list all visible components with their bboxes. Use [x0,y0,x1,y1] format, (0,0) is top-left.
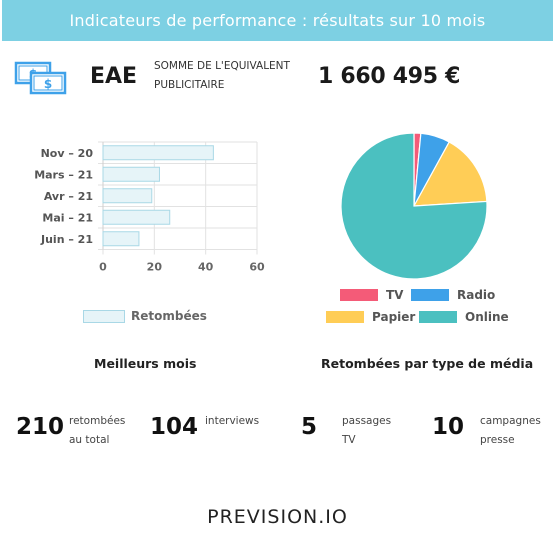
stat-press-value: 10 [432,414,465,440]
bar-legend-swatch [83,309,125,323]
eae-description-line1: SOMME DE L'EQUIVALENT [154,60,290,72]
eae-description-line2: PUBLICITAIRE [154,79,225,91]
bar-x-tick-label: 20 [147,261,163,274]
page-title: Indicateurs de performance : résultats s… [69,11,486,30]
bar-x-tick-label: 40 [198,261,214,274]
pie-legend-radio[interactable]: Radio [411,288,495,302]
page-header: Indicateurs de performance : résultats s… [2,0,553,41]
bar-category-label: Juin – 21 [40,233,93,246]
bar-category-label: Avr – 21 [44,190,93,203]
eae-description: SOMME DE L'EQUIVALENT PUBLICITAIRE [154,57,304,95]
money-icon: $ $ [14,61,67,95]
pie-slice-online[interactable] [340,132,488,280]
stat-tv-value: 5 [301,414,318,440]
stat-interviews-value: 104 [150,414,199,440]
stat-total-label: retombées au total [69,412,125,450]
stat-tv-line2: TV [342,434,356,446]
media-pie-chart [340,132,488,280]
bar-mark[interactable] [102,209,171,225]
bar-x-tick-label: 60 [249,261,265,274]
logo-main: PREVISION [207,506,319,528]
stat-interviews-line1: interviews [205,415,260,427]
pie-legend-swatch-radio [411,289,449,301]
stat-press-line2: presse [480,434,515,446]
best-months-bar-chart: 0 20 40 60 Nov – 20 Mars – 21 Avr – 21 Mai – 21… [34,141,265,274]
bar-category-label: Nov – 20 [41,147,94,160]
pie-legend-swatch-papier [326,311,364,323]
bar-mark[interactable] [102,231,140,247]
pie-legend-online[interactable]: Online [419,310,509,324]
prevision-logo: PREVISION.IO [0,506,555,528]
stat-press-line1: campagnes [480,415,541,427]
stat-total-value: 210 [16,414,65,440]
pie-slice-papier[interactable] [412,141,488,207]
bar-x-tick-label: 0 [99,261,107,274]
pie-legend-tv[interactable]: TV [340,288,403,302]
pie-legend-swatch-tv [340,289,378,301]
stat-total-line1: retombées [69,415,126,427]
eae-value: 1 660 495 € [318,64,461,89]
pie-legend-papier[interactable]: Papier [326,310,415,324]
pie-legend-label-online: Online [465,310,509,324]
stat-tv-label: passages TV [342,412,391,450]
stat-interviews-label: interviews [205,412,259,431]
bar-category-label: Mai – 21 [42,211,93,224]
bar-legend[interactable]: Retombées [83,309,207,323]
pie-legend-swatch-online [419,311,457,323]
bar-mark[interactable] [102,188,153,204]
pie-legend-label-papier: Papier [372,310,416,324]
bar-mark[interactable] [102,166,160,182]
svg-text:$: $ [44,77,52,91]
stat-tv-line1: passages [342,415,392,427]
media-type-title: Retombées par type de média [321,356,534,371]
logo-suffix: .IO [318,506,348,528]
eae-label: EAE [90,64,138,89]
pie-legend-label-tv: TV [386,288,404,302]
pie-legend-label-radio: Radio [457,288,496,302]
bar-mark[interactable] [102,145,214,161]
best-months-title: Meilleurs mois [94,356,197,371]
stat-total-line2: au total [69,434,110,446]
stat-press-label: campagnes presse [480,412,541,450]
bar-legend-label: Retombées [131,309,207,323]
bar-category-label: Mars – 21 [34,168,93,181]
